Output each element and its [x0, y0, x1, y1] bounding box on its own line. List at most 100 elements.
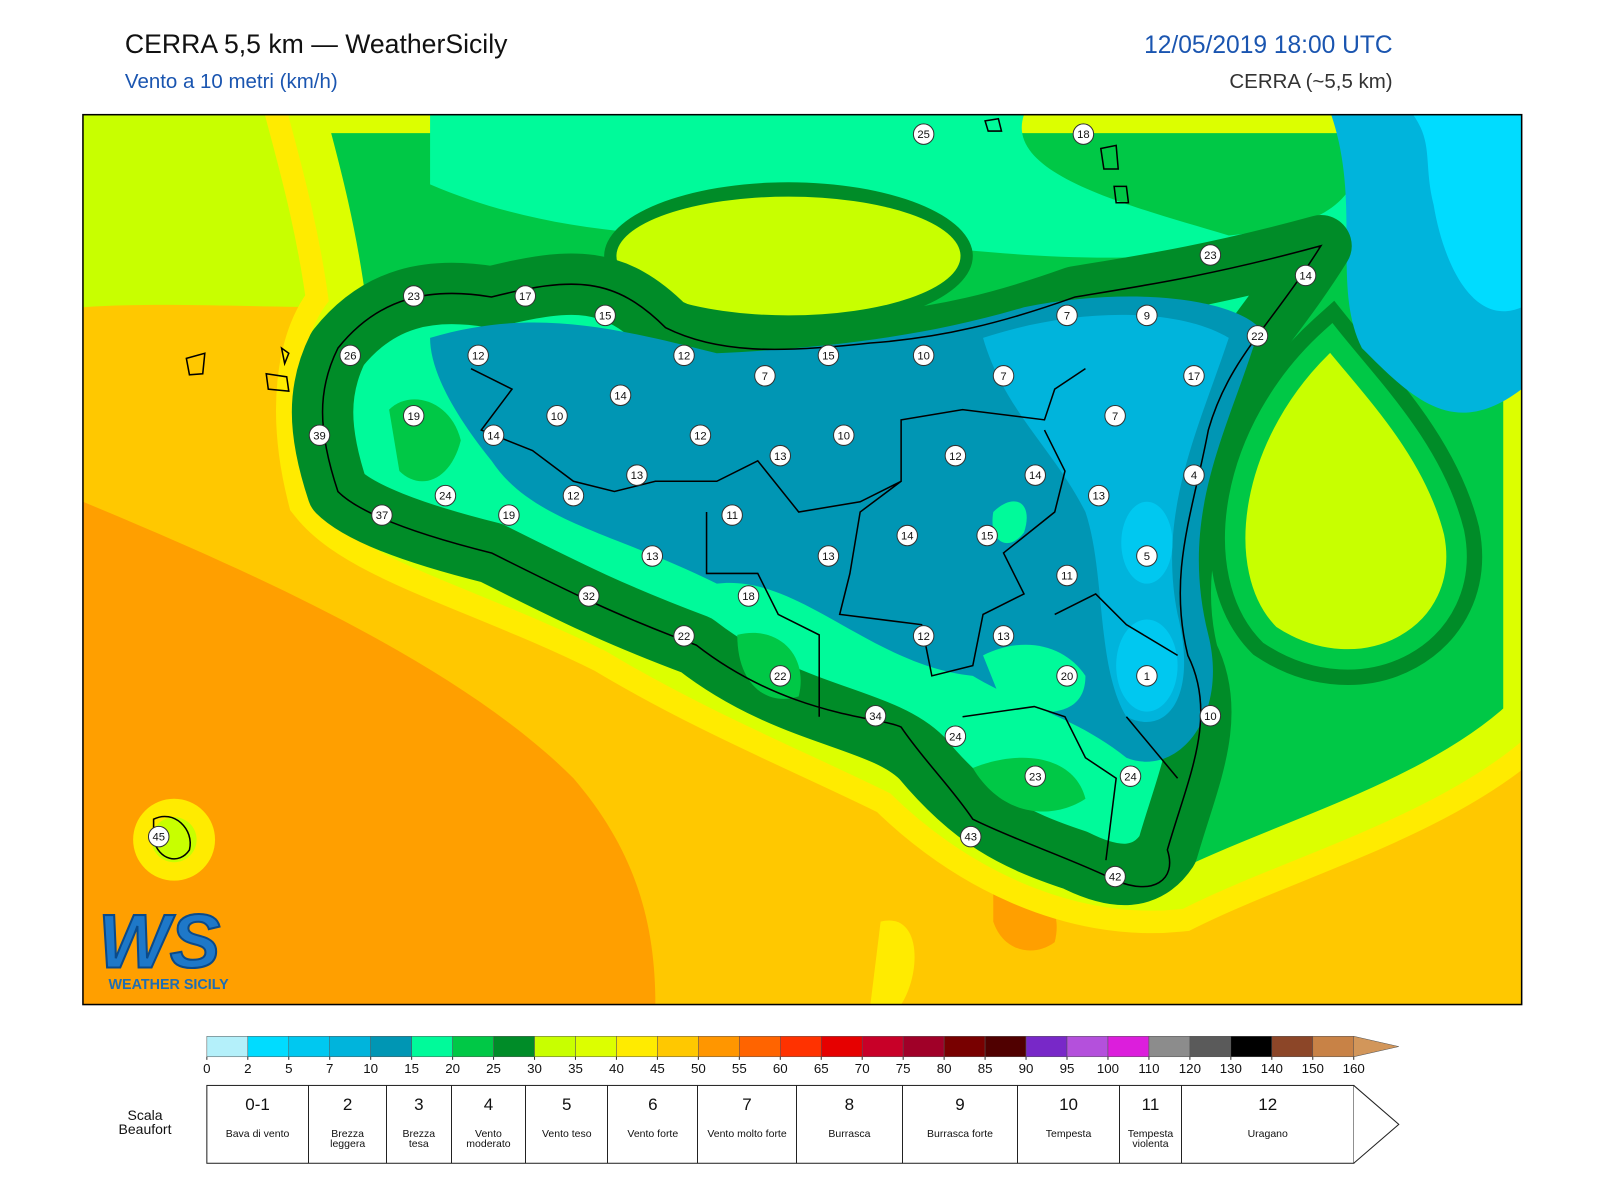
datetime: 12/05/2019 18:00 UTC [1144, 32, 1393, 59]
station-value: 10 [838, 430, 851, 442]
station-value: 13 [997, 631, 1010, 643]
station-value: 13 [631, 470, 644, 482]
station-value: 39 [313, 430, 326, 442]
beaufort-cell: 8 Burrasca [797, 1085, 904, 1164]
station-marker [960, 825, 982, 848]
station-marker [1024, 765, 1047, 787]
station-marker [498, 504, 520, 526]
color-step [288, 1036, 330, 1058]
station-value: 10 [551, 411, 564, 423]
station-marker [769, 665, 792, 687]
station-value: 7 [762, 371, 768, 383]
station-value: 14 [1299, 271, 1312, 283]
coastline [152, 117, 1323, 888]
colorbar-tick-label: 20 [445, 1061, 460, 1076]
color-step [206, 1036, 249, 1058]
station-value: 15 [981, 531, 994, 543]
beaufort-description: Vento molto forte [707, 1128, 787, 1141]
color-step [452, 1036, 494, 1058]
colorbar-tick-label: 120 [1179, 1061, 1201, 1076]
station-value: 10 [917, 350, 930, 362]
station-marker [402, 404, 425, 427]
title: CERRA 5,5 km — WeatherSicily [125, 29, 508, 59]
station-marker [1119, 765, 1142, 787]
station-value: 24 [949, 731, 962, 743]
subtitle: Vento a 10 metri (km/h) [125, 70, 338, 93]
station-value: 5 [1144, 551, 1150, 563]
station-value: 4 [1191, 470, 1197, 482]
colorbar-tick-label: 160 [1343, 1061, 1365, 1076]
station-marker [514, 285, 537, 307]
station-marker [833, 424, 855, 446]
station-value: 22 [1251, 331, 1264, 343]
color-arrow [1353, 1035, 1399, 1058]
color-step [1189, 1036, 1232, 1058]
station-marker [562, 484, 585, 507]
color-step [329, 1036, 371, 1058]
station-marker [626, 464, 648, 486]
beaufort-cell: 5 Vento teso [526, 1085, 609, 1164]
station-value: 18 [1077, 129, 1090, 141]
beaufort-description: Vento forte [627, 1128, 679, 1141]
color-step [1312, 1036, 1354, 1058]
station-value: 23 [1029, 771, 1042, 783]
station-value: 12 [472, 350, 485, 362]
station-marker [1136, 545, 1158, 567]
station-marker [817, 344, 840, 367]
station-value: 18 [742, 591, 755, 603]
station-marker [371, 504, 393, 526]
colorbar-tick-label: 110 [1138, 1061, 1159, 1076]
beaufort-label: Scala Beaufort [118, 1107, 172, 1137]
station-marker [992, 625, 1015, 647]
color-step [1230, 1036, 1273, 1058]
color-step [411, 1036, 453, 1058]
color-step [698, 1036, 740, 1058]
colorbar-tick-label: 65 [814, 1061, 829, 1076]
station-value: 1 [1144, 671, 1150, 683]
station-marker [467, 344, 489, 367]
color-step [370, 1036, 412, 1058]
station-marker [1136, 665, 1158, 687]
station-value: 12 [949, 451, 962, 463]
color-step [820, 1036, 863, 1058]
station-marker [594, 304, 616, 327]
colorbar-tick-label: 75 [896, 1061, 911, 1076]
colorbar-tick-label: 95 [1060, 1061, 1075, 1076]
station-value: 13 [646, 551, 659, 563]
colorbar-tick-label: 5 [285, 1061, 292, 1076]
station-value: 13 [822, 551, 835, 563]
station-marker [578, 585, 600, 607]
wind-field [82, 114, 1522, 1005]
beaufort-number: 6 [648, 1095, 658, 1115]
station-value: 9 [1144, 310, 1150, 322]
beaufort-description: Brezza tesa [402, 1128, 436, 1151]
station-value: 12 [678, 350, 691, 362]
station-marker [912, 625, 935, 647]
station-marker [976, 524, 998, 547]
colorbar-tick-label: 7 [326, 1061, 333, 1076]
colorbar-tick-label: 10 [363, 1061, 378, 1076]
beaufort-number: 0-1 [245, 1095, 270, 1115]
beaufort-cell: 11 Tempesta violenta [1120, 1085, 1182, 1164]
station-value: 23 [1204, 250, 1217, 262]
station-marker [1294, 264, 1317, 287]
beaufort-number: 12 [1258, 1095, 1278, 1115]
model: CERRA (~5,5 km) [1229, 70, 1392, 93]
colorbar-tick-label: 90 [1019, 1061, 1034, 1076]
station-value: 10 [1204, 711, 1217, 723]
color-step [247, 1036, 290, 1058]
colorbar-tick-label: 55 [732, 1061, 747, 1076]
station-marker [912, 344, 935, 367]
station-marker [1056, 665, 1078, 687]
beaufort-description: Brezza leggera [330, 1128, 366, 1151]
beaufort-description: Tempesta [1045, 1128, 1092, 1141]
color-step [534, 1036, 576, 1058]
beaufort-description: Vento teso [541, 1128, 592, 1141]
colorbar-tick-label: 70 [855, 1061, 870, 1076]
station-marker [434, 484, 457, 507]
station-marker [1056, 564, 1078, 587]
station-value: 19 [407, 411, 420, 423]
color-step [493, 1036, 535, 1058]
